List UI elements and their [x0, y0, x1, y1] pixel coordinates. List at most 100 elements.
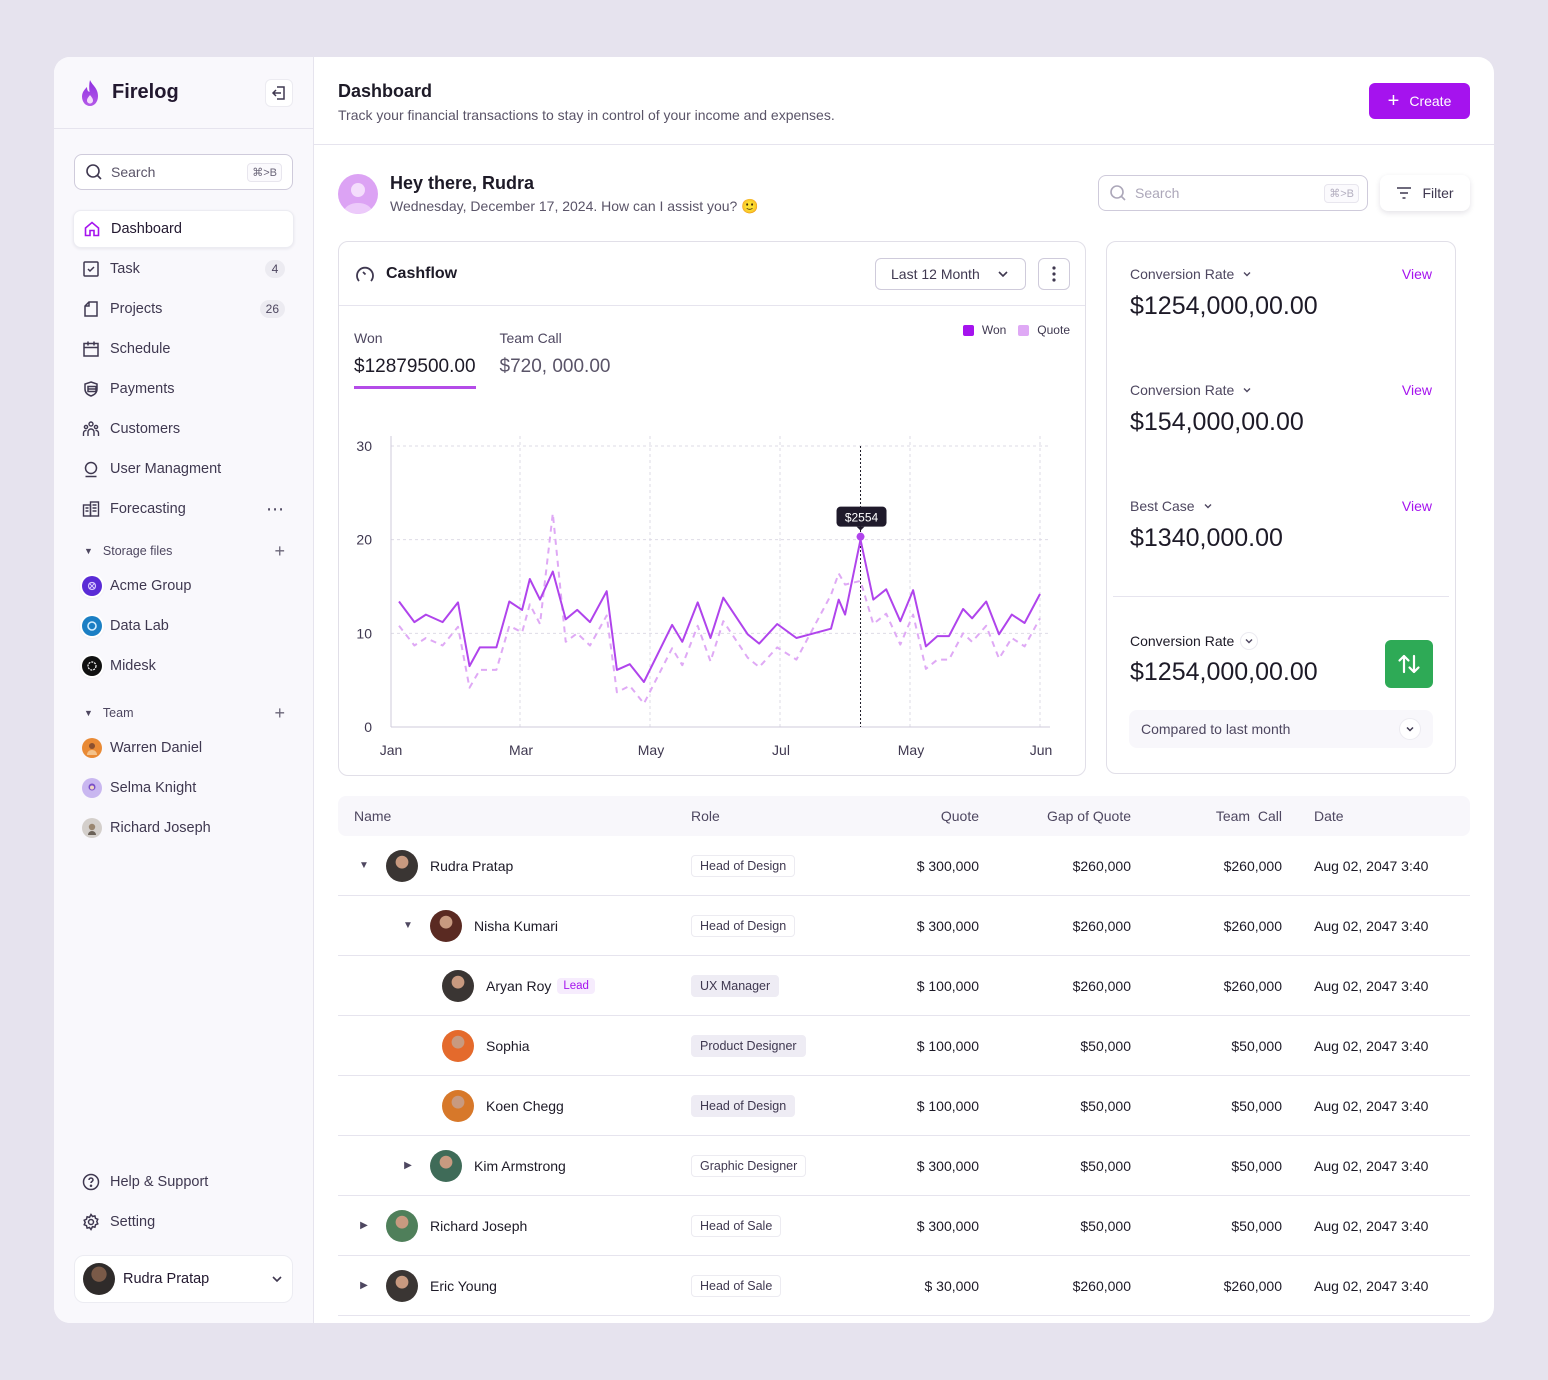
- storage-item-acme-group[interactable]: Acme Group: [54, 566, 313, 606]
- view-link[interactable]: View: [1401, 266, 1432, 282]
- member-name[interactable]: Aryan Roy: [486, 977, 552, 994]
- collapse-sidebar-button[interactable]: [265, 78, 293, 107]
- user-menu[interactable]: Rudra Pratap: [74, 1255, 293, 1303]
- caret-down-icon[interactable]: ▼: [403, 920, 413, 931]
- legend-won: Won: [962, 323, 1006, 337]
- table-row[interactable]: Aryan Roy Lead UX Manager $ 100,000 $260,…: [338, 956, 1470, 1016]
- view-link[interactable]: View: [1401, 498, 1432, 514]
- sidebar-bottom: Help & Support Setting Rudra Pratap: [54, 1163, 313, 1323]
- sidebar-item-customers[interactable]: Customers: [73, 410, 294, 448]
- column-team-call[interactable]: Team Call: [1215, 808, 1282, 824]
- member-name[interactable]: Richard Joseph: [430, 1217, 528, 1234]
- view-link[interactable]: View: [1401, 382, 1432, 398]
- sidebar-search-input[interactable]: Search ⌘>B: [74, 154, 293, 190]
- caret-right-icon[interactable]: ▶: [360, 1220, 368, 1231]
- caret-right-icon[interactable]: ▶: [360, 1280, 368, 1291]
- y-tick-label: 10: [356, 625, 372, 641]
- add-team-member-button[interactable]: +: [274, 702, 285, 723]
- search-icon: [1110, 185, 1126, 201]
- avatar: [386, 1209, 418, 1242]
- team-member-warren-daniel[interactable]: Warren Daniel: [54, 728, 313, 768]
- column-date[interactable]: Date: [1314, 808, 1344, 824]
- stat-label-dropdown[interactable]: Best Case: [1130, 498, 1432, 514]
- storage-item-data-lab[interactable]: Data Lab: [54, 606, 313, 646]
- avatar: [386, 1269, 418, 1302]
- page-subtitle: Track your financial transactions to sta…: [338, 107, 835, 123]
- main-search-input[interactable]: Search ⌘>B: [1098, 175, 1368, 211]
- users-icon: [82, 420, 100, 438]
- sidebar-item-payments[interactable]: Payments: [73, 370, 294, 408]
- svg-text:$2554: $2554: [845, 511, 879, 525]
- forecasting-more-button[interactable]: ⋯: [266, 498, 285, 519]
- storage-item-midesk[interactable]: Midesk: [54, 646, 313, 686]
- create-button[interactable]: + Create: [1369, 83, 1470, 119]
- gear-icon: [82, 1213, 100, 1231]
- team-member-selma-knight[interactable]: Selma Knight: [54, 768, 313, 808]
- range-select[interactable]: Last 12 Month: [875, 257, 1026, 290]
- table-row[interactable]: ▶ Kim Armstrong Graphic Designer $ 300,0…: [338, 1136, 1470, 1196]
- role-badge: Head of Design: [691, 1094, 796, 1117]
- stat-label-dropdown[interactable]: Conversion Rate: [1130, 266, 1432, 282]
- swap-button[interactable]: [1385, 640, 1433, 688]
- team-section[interactable]: ▼ Team +: [84, 702, 285, 723]
- team-call-cell: $50,000: [1231, 1097, 1282, 1114]
- stat-conversion-rate-1: Conversion Rate View $1254,000,00.00: [1130, 266, 1432, 321]
- table-row[interactable]: ▶ Eric Young Head of Sale $ 30,000 $260,…: [338, 1256, 1470, 1316]
- table-row[interactable]: ▼ Nisha Kumari Head of Design $ 300,000 …: [338, 896, 1470, 956]
- member-name[interactable]: Sophia: [486, 1037, 530, 1054]
- column-gap-of-quote[interactable]: Gap of Quote: [1046, 808, 1131, 824]
- column-role[interactable]: Role: [691, 808, 720, 824]
- cashflow-header: Cashflow Last 12 Month: [339, 242, 1085, 306]
- sidebar-item-projects[interactable]: Projects 26: [73, 290, 294, 328]
- sidebar-item-setting[interactable]: Setting: [74, 1203, 293, 1241]
- role-badge: Head of Design: [691, 914, 796, 937]
- column-quote[interactable]: Quote: [940, 808, 979, 824]
- member-name[interactable]: Koen Chegg: [486, 1097, 564, 1114]
- date-cell: Aug 02, 2047 3:40: [1314, 977, 1429, 994]
- task-count-badge: 4: [265, 260, 285, 278]
- caret-right-icon[interactable]: ▶: [404, 1160, 412, 1171]
- filter-button[interactable]: Filter: [1380, 175, 1470, 211]
- sidebar-item-forecasting[interactable]: Forecasting ⋯: [73, 490, 294, 528]
- storage-files-section[interactable]: ▼ Storage files +: [84, 540, 285, 561]
- sidebar-item-task[interactable]: Task 4: [73, 250, 294, 288]
- page-title: Dashboard: [338, 81, 433, 101]
- stat-label-dropdown[interactable]: Conversion Rate: [1130, 382, 1432, 398]
- more-vertical-icon: [1052, 265, 1056, 282]
- team-call-cell: $50,000: [1231, 1037, 1282, 1054]
- sidebar-item-dashboard[interactable]: Dashboard: [73, 210, 294, 248]
- member-name[interactable]: Kim Armstrong: [474, 1157, 566, 1174]
- plus-icon: +: [1387, 90, 1400, 112]
- quote-cell: $ 100,000: [916, 977, 979, 994]
- column-name[interactable]: Name: [354, 808, 392, 824]
- table-row[interactable]: ▶ Richard Joseph Head of Sale $ 300,000 …: [338, 1196, 1470, 1256]
- table-row[interactable]: Koen Chegg Head of Design $ 100,000 $50,…: [338, 1076, 1470, 1136]
- sidebar-item-schedule[interactable]: Schedule: [73, 330, 294, 368]
- table-row[interactable]: Sophia Product Designer $ 100,000 $50,00…: [338, 1016, 1470, 1076]
- add-storage-button[interactable]: +: [274, 540, 285, 561]
- role-badge: Head of Sale: [691, 1274, 782, 1297]
- cashflow-more-button[interactable]: [1038, 257, 1070, 290]
- chevron-down-icon: [272, 1276, 282, 1283]
- sidebar-item-user-management[interactable]: User Managment: [73, 450, 294, 488]
- table-row[interactable]: ▼ Rudra Pratap Head of Design $ 300,000 …: [338, 836, 1470, 896]
- summary-label-dropdown[interactable]: Conversion Rate: [1130, 632, 1432, 650]
- member-name[interactable]: Nisha Kumari: [474, 917, 559, 934]
- stat-value: $154,000,00.00: [1130, 408, 1304, 436]
- member-name[interactable]: Eric Young: [430, 1277, 497, 1294]
- cashflow-line-chart[interactable]: 0 10 20 30 Jan Mar May Jul May Jun $2554: [339, 422, 1085, 772]
- checkbox-icon: [82, 260, 100, 278]
- sidebar-nav: Dashboard Task 4 Projects 26 Schedule Pa…: [54, 210, 313, 528]
- filter-icon: [1397, 187, 1412, 199]
- member-name[interactable]: Rudra Pratap: [430, 857, 514, 874]
- collapse-caret-icon: ▼: [84, 546, 93, 556]
- team-member-richard-joseph[interactable]: Richard Joseph: [54, 808, 313, 848]
- caret-down-icon[interactable]: ▼: [359, 860, 369, 871]
- sidebar-item-help-support[interactable]: Help & Support: [74, 1163, 293, 1201]
- tab-team-call[interactable]: Team Call $720, 000.00: [500, 330, 611, 389]
- team-call-value: $720, 000.00: [499, 356, 611, 377]
- brand-header: Firelog: [54, 57, 313, 129]
- x-tick-label: Jun: [1030, 742, 1053, 758]
- compare-period-select[interactable]: Compared to last month: [1129, 710, 1433, 748]
- tab-won[interactable]: Won $12879500.00: [354, 330, 476, 389]
